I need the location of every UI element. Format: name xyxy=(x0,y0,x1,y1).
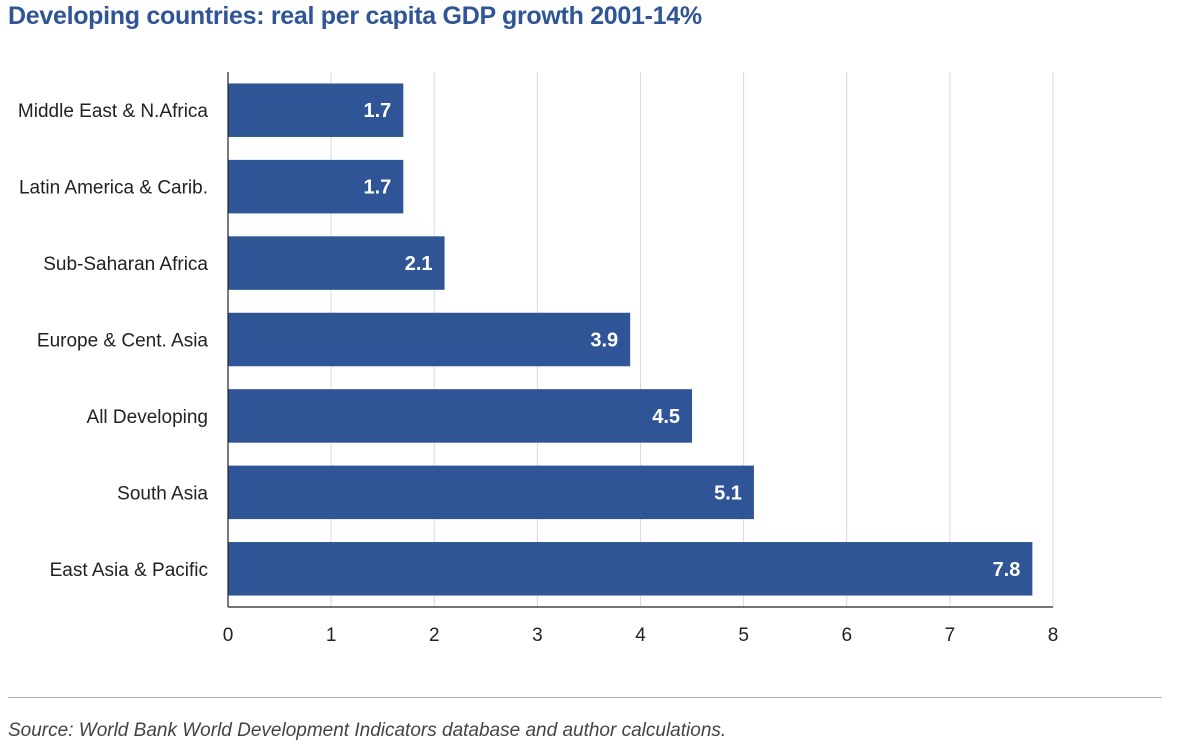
bar xyxy=(228,83,404,137)
bar xyxy=(228,542,1033,596)
x-tick-label: 3 xyxy=(532,625,543,646)
bar-chart: 0 1 2 3 4 5 6 7 8 Middle East & N.Africa 1.7 Latin … xyxy=(18,72,1058,646)
category-label: All Developing xyxy=(87,407,208,428)
labels: 0 1 2 3 4 5 6 7 8 Middle East & N.Africa 1.7 Latin … xyxy=(18,100,1058,646)
x-tick-label: 5 xyxy=(738,625,749,646)
bar xyxy=(228,312,631,367)
bar xyxy=(228,465,754,520)
data-label: 1.7 xyxy=(364,100,392,122)
data-label: 5.1 xyxy=(714,482,742,504)
category-label: Latin America & Carib. xyxy=(19,178,208,199)
category-label: South Asia xyxy=(117,483,208,504)
axes xyxy=(227,72,1053,608)
x-tick-label: 7 xyxy=(945,625,956,646)
bar xyxy=(228,236,445,290)
x-tick-label: 1 xyxy=(326,625,337,646)
x-tick-label: 2 xyxy=(429,625,440,646)
bars xyxy=(228,83,1033,596)
data-label: 2.1 xyxy=(405,253,433,275)
category-label: Europe & Cent. Asia xyxy=(37,331,209,352)
bar xyxy=(228,159,404,214)
x-tick-label: 6 xyxy=(841,625,852,646)
source-note: Source: World Bank World Development Ind… xyxy=(8,720,727,741)
data-label: 4.5 xyxy=(652,406,680,428)
x-tick-label: 0 xyxy=(223,625,234,646)
category-label: Sub-Saharan Africa xyxy=(43,254,208,275)
data-label: 1.7 xyxy=(364,177,392,199)
category-label: Middle East & N.Africa xyxy=(18,101,208,122)
source-divider xyxy=(8,697,1162,698)
x-tick-label: 4 xyxy=(635,625,646,646)
data-label: 7.8 xyxy=(993,559,1021,581)
bar xyxy=(228,389,693,443)
chart-title: Developing countries: real per capita GD… xyxy=(8,2,702,30)
data-label: 3.9 xyxy=(590,330,618,352)
category-label: East Asia & Pacific xyxy=(50,560,208,581)
x-tick-label: 8 xyxy=(1048,625,1059,646)
